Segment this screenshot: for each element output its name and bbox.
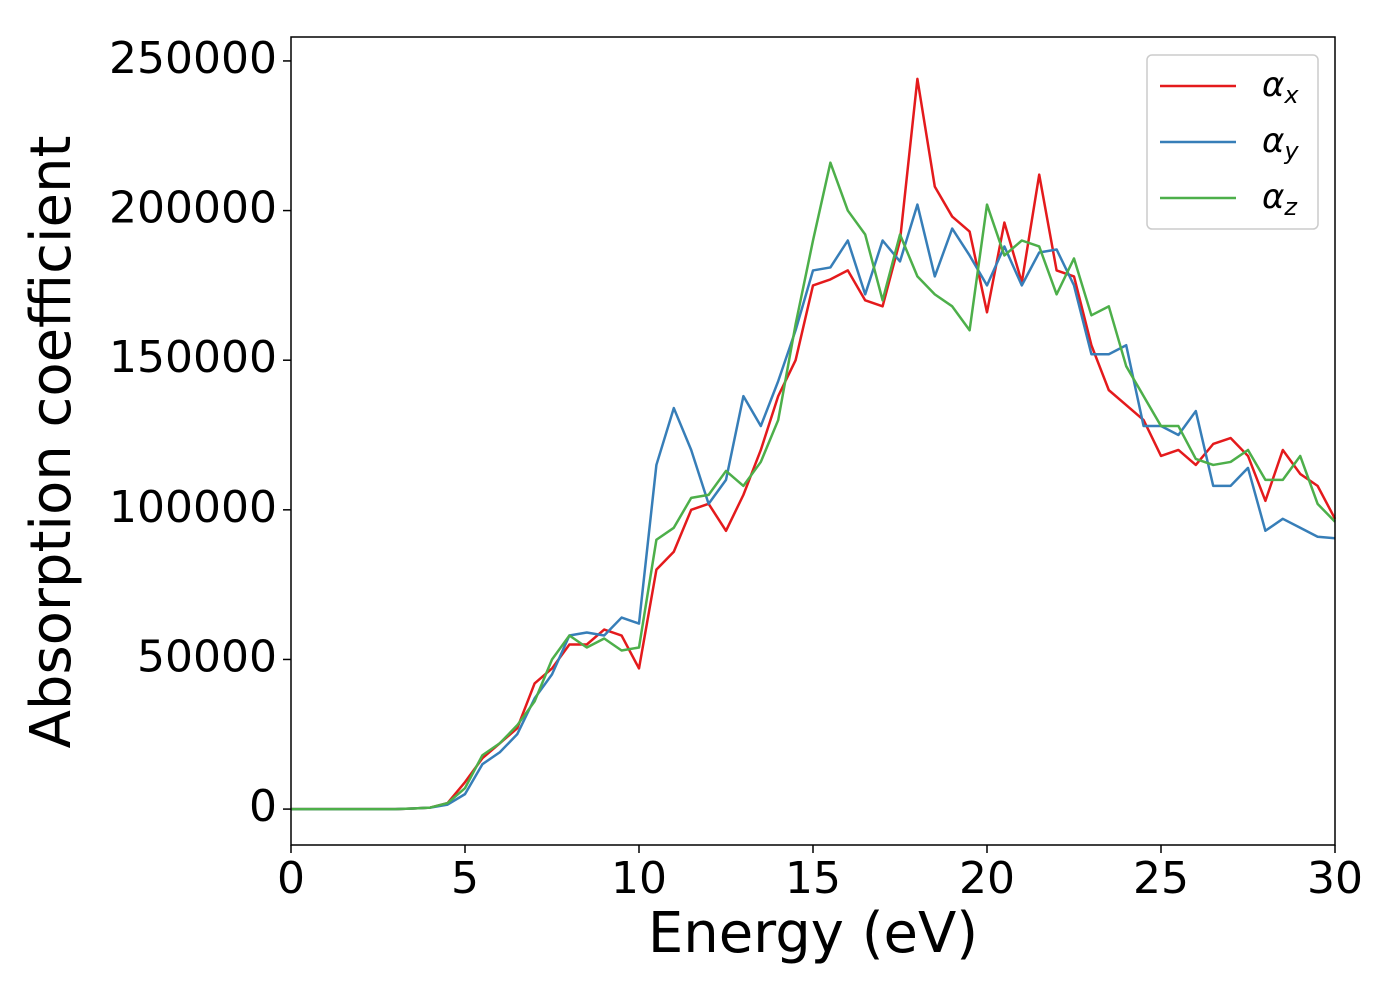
- x-tick-label: 25: [1133, 853, 1189, 904]
- x-tick-label: 15: [785, 853, 841, 904]
- series-line: [291, 161, 1336, 811]
- y-tick-label: 0: [249, 781, 277, 832]
- x-tick-label: 20: [959, 853, 1015, 904]
- x-axis-label: Energy (eV): [648, 901, 978, 966]
- series-line: [291, 77, 1337, 811]
- series-line: [291, 203, 1336, 811]
- plot-frame: [290, 36, 1336, 846]
- y-tick-label: 100000: [109, 482, 277, 533]
- legend: αx αy αz: [1146, 54, 1319, 230]
- x-tick-label: 10: [611, 853, 667, 904]
- x-tick-label: 30: [1307, 853, 1363, 904]
- legend-label: αx: [1262, 65, 1299, 110]
- y-tick-label: 250000: [109, 33, 277, 84]
- legend-label: αy: [1262, 121, 1299, 166]
- x-tick-label: 5: [451, 853, 479, 904]
- y-tick-label: 150000: [109, 332, 277, 383]
- y-tick-label: 200000: [109, 183, 277, 234]
- y-axis-label: Absorption coefficient: [19, 136, 84, 749]
- x-tick-label: 0: [277, 853, 305, 904]
- y-tick-label: 50000: [137, 631, 277, 682]
- legend-label: αz: [1262, 177, 1298, 222]
